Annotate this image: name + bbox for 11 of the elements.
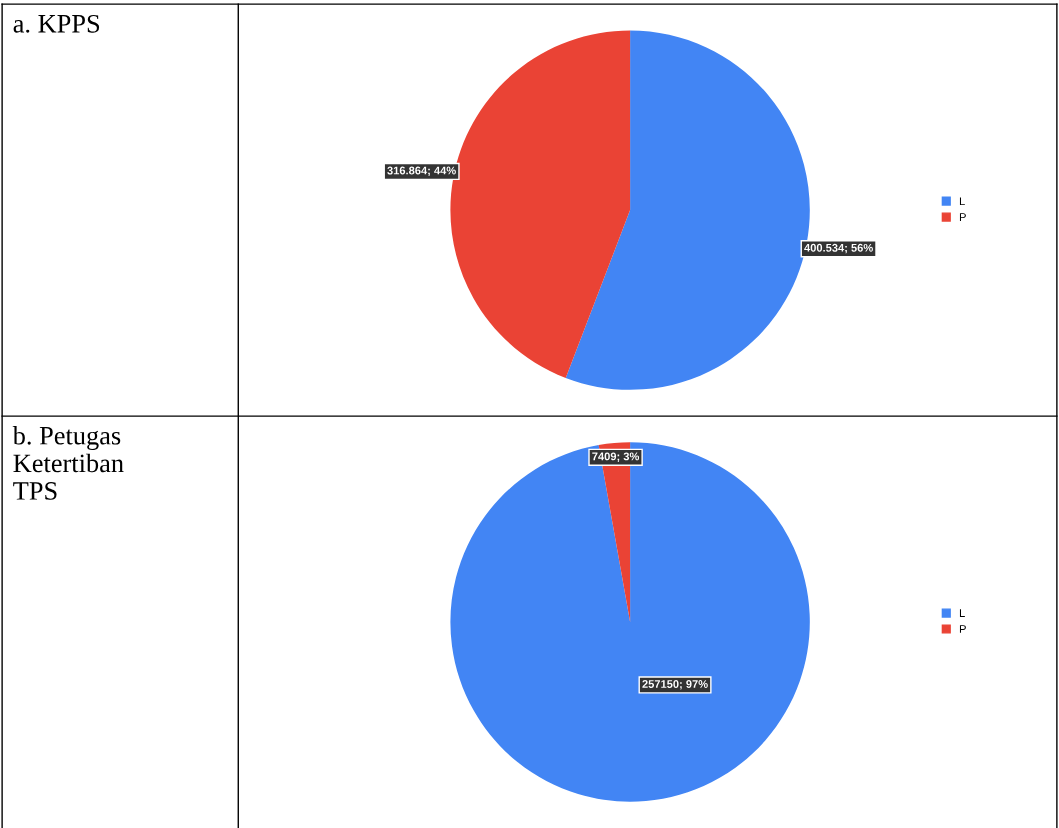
legend-label: L <box>959 197 965 206</box>
pie-slice <box>450 442 810 802</box>
text: a. KPPS <box>13 14 100 33</box>
data-label: 257150; 97% <box>642 680 708 690</box>
legend-label: P <box>959 625 966 633</box>
data-label: 316.864; 44% <box>387 166 456 177</box>
legend-label: P <box>959 213 966 221</box>
data-label: 400.534; 56% <box>804 243 873 254</box>
data-label: 7409; 3% <box>592 452 640 462</box>
text: b. Petugas Ketertiban TPS <box>12 426 124 500</box>
legend-label: L <box>959 609 965 617</box>
